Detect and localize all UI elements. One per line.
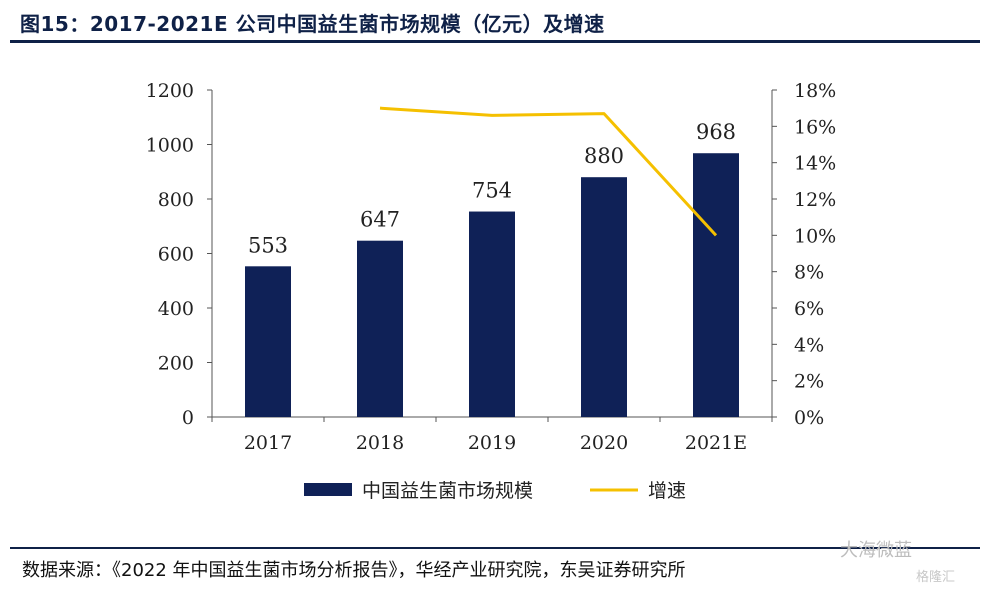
x-tick-label: 2021E — [685, 432, 747, 454]
source-note: 数据来源：《2022 年中国益生菌市场分析报告》，华经产业研究院，东吴证券研究所 — [22, 560, 686, 581]
growth-line-path — [379, 106, 718, 237]
right-tick-label: 8% — [794, 262, 824, 284]
bars: 553 647 754 880 968 — [245, 120, 739, 417]
bar — [693, 153, 739, 417]
right-tick-label: 0% — [794, 407, 824, 429]
bar — [245, 266, 291, 417]
left-tick-label: 600 — [158, 244, 194, 266]
chart-title: 图15：2017-2021E 公司中国益生菌市场规模（亿元）及增速 — [20, 12, 605, 36]
legend-bar-label: 中国益生菌市场规模 — [362, 480, 533, 502]
right-tick-label: 14% — [794, 153, 836, 175]
legend-line-label: 增速 — [648, 480, 686, 502]
legend-bar-swatch — [304, 483, 352, 496]
x-tick-label: 2017 — [244, 432, 292, 454]
x-tick-label: 2020 — [580, 432, 628, 454]
right-tick-label: 6% — [794, 298, 824, 320]
x-tick-label: 2018 — [356, 432, 404, 454]
left-tick-label: 800 — [158, 189, 194, 211]
right-tick-label: 2% — [794, 371, 824, 393]
left-tick-label: 200 — [158, 353, 194, 375]
legend: 中国益生菌市场规模 增速 — [304, 480, 686, 502]
right-tick-label: 16% — [794, 116, 836, 138]
right-tick-label: 10% — [794, 225, 836, 247]
left-tick-label: 1000 — [146, 135, 194, 157]
bar — [581, 177, 627, 417]
bar-data-label: 880 — [584, 144, 624, 168]
watermark: 大海微蓝 — [840, 540, 912, 561]
growth-line — [379, 106, 718, 237]
bar — [469, 211, 515, 417]
left-tick-label: 400 — [158, 298, 194, 320]
source-rule — [10, 547, 980, 549]
bar — [357, 240, 403, 417]
title-rule — [10, 40, 980, 43]
left-tick-label: 1200 — [146, 80, 194, 102]
bar-data-label: 647 — [360, 208, 400, 232]
axes: 0 200 400 600 800 1000 1200 0% 2% 4% 6% 8% 10% 12% 14%… — [146, 80, 837, 454]
bar-data-label: 968 — [696, 120, 736, 144]
right-tick-label: 18% — [794, 80, 836, 102]
bar-data-label: 754 — [472, 179, 512, 203]
right-tick-label: 4% — [794, 334, 824, 356]
bar-data-label: 553 — [248, 233, 288, 257]
chart: 0 200 400 600 800 1000 1200 0% 2% 4% 6% 8% 10% 12% 14%… — [146, 80, 837, 502]
left-tick-label: 0 — [182, 407, 194, 429]
x-tick-label: 2019 — [468, 432, 516, 454]
watermark-secondary: 格隆汇 — [916, 570, 956, 585]
right-tick-label: 12% — [794, 189, 836, 211]
